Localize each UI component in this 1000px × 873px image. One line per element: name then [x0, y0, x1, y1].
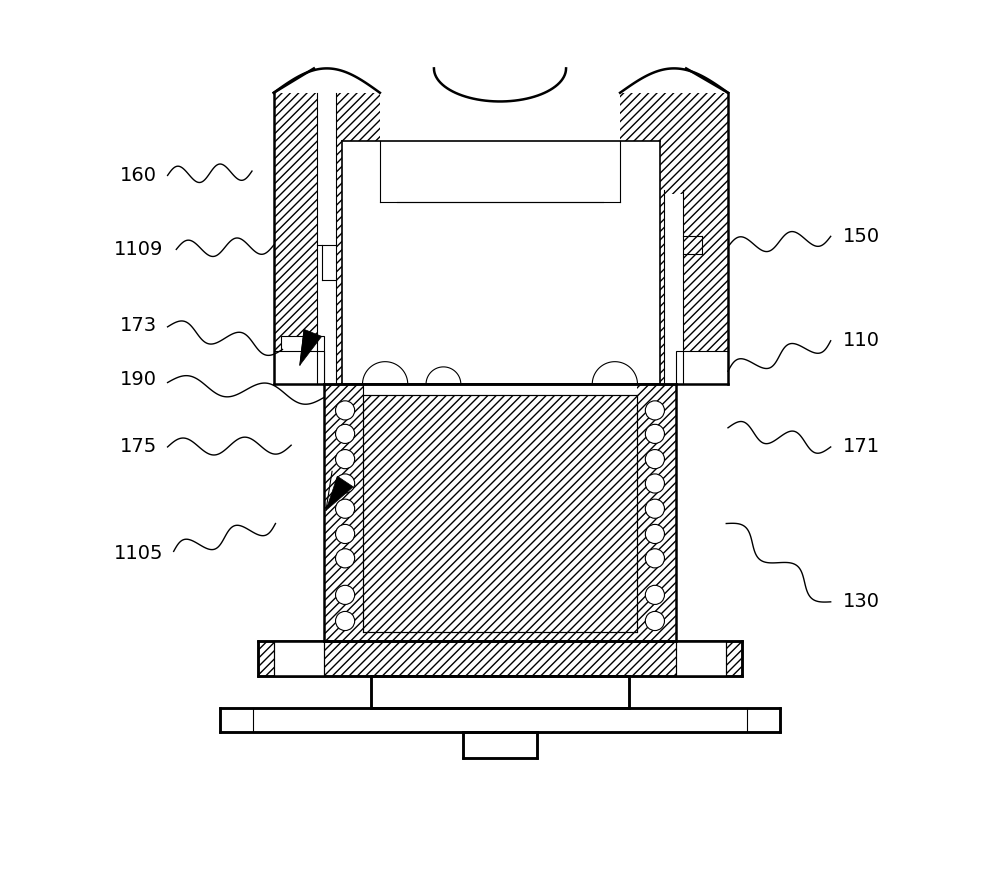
Circle shape	[645, 525, 664, 544]
Circle shape	[645, 549, 664, 568]
Circle shape	[336, 525, 355, 544]
Bar	[363, 395, 637, 632]
Bar	[317, 93, 336, 384]
Polygon shape	[274, 93, 380, 384]
Polygon shape	[620, 141, 660, 202]
Bar	[363, 395, 637, 632]
Bar	[371, 676, 629, 708]
Circle shape	[645, 450, 664, 469]
Text: 190: 190	[120, 370, 157, 389]
Polygon shape	[380, 49, 620, 202]
Polygon shape	[363, 395, 637, 632]
Bar	[281, 336, 324, 384]
Text: 150: 150	[843, 227, 880, 246]
Bar	[676, 351, 728, 384]
Bar	[274, 641, 324, 676]
Circle shape	[336, 499, 355, 519]
Polygon shape	[620, 93, 728, 384]
Text: 1105: 1105	[114, 545, 164, 563]
Bar	[676, 641, 726, 676]
Text: 110: 110	[843, 331, 880, 350]
Circle shape	[336, 450, 355, 469]
Circle shape	[645, 585, 664, 604]
Bar	[220, 708, 780, 732]
Polygon shape	[363, 395, 637, 632]
Text: 173: 173	[120, 316, 157, 334]
Text: 171: 171	[843, 437, 880, 457]
Polygon shape	[300, 329, 322, 365]
Circle shape	[336, 424, 355, 443]
Text: 175: 175	[120, 437, 157, 457]
Polygon shape	[326, 476, 353, 511]
Bar	[664, 194, 683, 384]
Polygon shape	[324, 384, 676, 641]
Circle shape	[645, 499, 664, 519]
Bar	[274, 351, 324, 384]
Circle shape	[336, 585, 355, 604]
Circle shape	[645, 401, 664, 420]
Text: 160: 160	[120, 166, 157, 185]
Polygon shape	[380, 141, 620, 202]
Polygon shape	[342, 141, 660, 384]
Text: 1109: 1109	[114, 240, 164, 259]
Circle shape	[336, 474, 355, 493]
Bar	[463, 732, 537, 759]
Text: 130: 130	[843, 593, 880, 611]
Circle shape	[336, 401, 355, 420]
Polygon shape	[342, 141, 380, 202]
Circle shape	[645, 424, 664, 443]
Circle shape	[336, 549, 355, 568]
Bar	[258, 641, 742, 676]
Circle shape	[645, 474, 664, 493]
Circle shape	[336, 611, 355, 630]
Circle shape	[645, 611, 664, 630]
